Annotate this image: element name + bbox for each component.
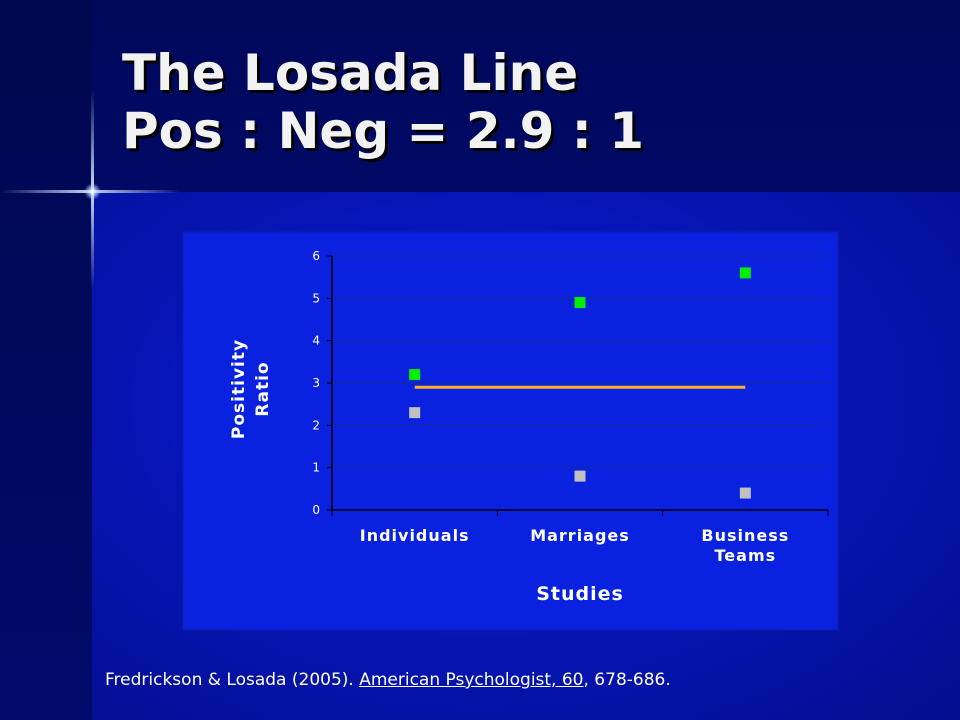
y-tick-label: 0 xyxy=(312,503,320,517)
chart-axes xyxy=(327,255,829,516)
background-top-band xyxy=(92,0,960,192)
citation-authors: Fredrickson & Losada (2005). xyxy=(105,670,360,690)
data-point xyxy=(574,470,586,482)
data-points xyxy=(409,267,751,499)
x-axis-title: Studies xyxy=(536,583,624,605)
slide-title-line-2: Pos : Neg = 2.9 : 1 xyxy=(122,102,644,160)
citation-pages: , 678-686. xyxy=(583,670,671,690)
x-tick-label: Marriages xyxy=(530,526,630,545)
slide-title-line-1: The Losada Line xyxy=(122,44,579,102)
y-axis-title: Positivity Ratio xyxy=(229,339,273,439)
data-point xyxy=(739,487,751,499)
y-tick-label: 2 xyxy=(312,418,320,432)
citation-journal-link[interactable]: American Psychologist, 60 xyxy=(359,670,584,690)
data-point xyxy=(409,407,421,419)
citation: Fredrickson & Losada (2005). American Ps… xyxy=(105,670,671,690)
background-left-band xyxy=(0,0,92,720)
y-tick-label: 1 xyxy=(312,461,320,475)
y-tick-label: 6 xyxy=(312,249,320,263)
chart-panel xyxy=(182,231,839,631)
chart-labels: 0 1 2 3 4 5 6 Individuals Marriages Business Teams… xyxy=(229,249,789,605)
slide-title: The Losada Line Pos : Neg = 2.9 : 1 xyxy=(122,44,644,160)
y-tick-label: 4 xyxy=(312,334,320,348)
x-tick-label: Individuals xyxy=(360,526,470,545)
light-flare-center xyxy=(84,183,101,200)
data-point xyxy=(409,369,421,381)
data-point xyxy=(739,267,751,279)
data-point xyxy=(574,297,586,309)
x-tick-label: Business Teams xyxy=(701,526,789,565)
y-tick-label: 5 xyxy=(312,291,320,305)
y-tick-label: 3 xyxy=(312,376,320,390)
